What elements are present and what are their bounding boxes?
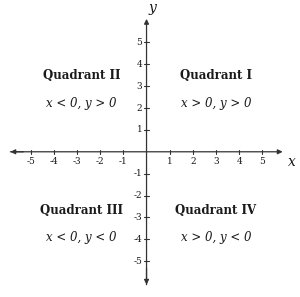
Text: 1: 1 (136, 125, 142, 135)
Text: 5: 5 (136, 38, 142, 47)
Text: 5: 5 (259, 157, 265, 166)
Text: Quadrant II: Quadrant II (43, 69, 121, 82)
Text: x < 0, y > 0: x < 0, y > 0 (46, 97, 117, 110)
Text: -1: -1 (119, 157, 128, 166)
Text: Quadrant IV: Quadrant IV (176, 204, 256, 217)
Text: -2: -2 (134, 191, 142, 200)
Text: 3: 3 (213, 157, 219, 166)
Text: x > 0, y < 0: x > 0, y < 0 (181, 231, 251, 244)
Text: -3: -3 (73, 157, 81, 166)
Text: -3: -3 (134, 213, 142, 222)
Text: Quadrant I: Quadrant I (180, 69, 252, 82)
Text: -2: -2 (96, 157, 104, 166)
Text: 2: 2 (137, 104, 142, 113)
Text: 4: 4 (236, 157, 242, 166)
Text: y: y (148, 1, 156, 15)
Text: -4: -4 (134, 235, 142, 244)
Text: x > 0, y > 0: x > 0, y > 0 (181, 97, 251, 110)
Text: -5: -5 (26, 157, 35, 166)
Text: 4: 4 (136, 60, 142, 69)
Text: x: x (288, 155, 296, 169)
Text: 1: 1 (167, 157, 172, 166)
Text: 3: 3 (137, 82, 142, 91)
Text: 2: 2 (190, 157, 196, 166)
Text: -5: -5 (134, 257, 142, 266)
Text: -1: -1 (134, 169, 142, 178)
Text: -4: -4 (50, 157, 58, 166)
Text: Quadrant III: Quadrant III (40, 204, 123, 217)
Text: x < 0, y < 0: x < 0, y < 0 (46, 231, 117, 244)
